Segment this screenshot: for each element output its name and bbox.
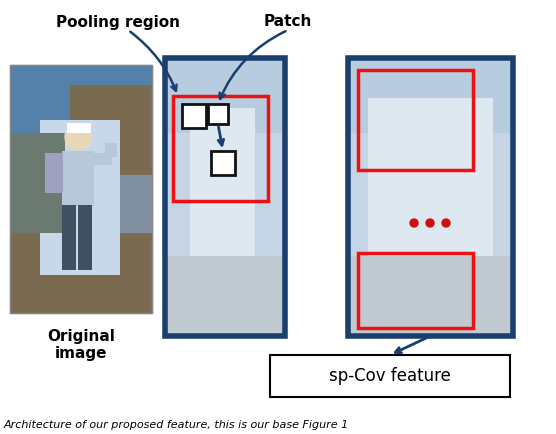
Bar bbox=[62, 151, 94, 206]
Bar bbox=[190, 108, 255, 278]
Bar bbox=[173, 96, 268, 201]
Bar bbox=[62, 205, 76, 270]
Bar bbox=[40, 120, 120, 275]
Bar bbox=[70, 85, 152, 175]
Bar bbox=[358, 70, 473, 170]
Bar bbox=[105, 143, 117, 157]
Bar bbox=[10, 65, 152, 313]
Bar bbox=[78, 205, 92, 270]
Bar bbox=[10, 233, 152, 313]
Text: Pooling region: Pooling region bbox=[56, 14, 180, 30]
Text: Architecture of our proposed feature, this is our base Figure 1: Architecture of our proposed feature, th… bbox=[4, 420, 349, 430]
Bar bbox=[182, 104, 206, 128]
Bar bbox=[208, 104, 228, 124]
Bar bbox=[165, 58, 285, 336]
Circle shape bbox=[410, 219, 418, 227]
Bar bbox=[165, 58, 285, 133]
Bar bbox=[165, 256, 285, 336]
Bar bbox=[368, 98, 493, 278]
Bar bbox=[270, 355, 510, 397]
Bar bbox=[45, 153, 63, 193]
Bar bbox=[211, 151, 235, 175]
Bar bbox=[94, 153, 112, 165]
Bar bbox=[67, 123, 91, 133]
Bar bbox=[358, 253, 473, 328]
Text: sp-Cov feature: sp-Cov feature bbox=[329, 367, 451, 385]
Bar bbox=[10, 133, 65, 233]
Bar bbox=[10, 65, 152, 313]
Text: Original
image: Original image bbox=[47, 329, 115, 362]
Circle shape bbox=[65, 124, 91, 150]
Bar bbox=[348, 256, 513, 336]
Bar bbox=[165, 58, 285, 336]
Bar bbox=[10, 65, 152, 133]
Bar bbox=[348, 58, 513, 336]
Circle shape bbox=[426, 219, 434, 227]
Bar bbox=[348, 58, 513, 133]
Circle shape bbox=[442, 219, 450, 227]
Text: Patch: Patch bbox=[264, 14, 312, 30]
Bar bbox=[348, 58, 513, 336]
